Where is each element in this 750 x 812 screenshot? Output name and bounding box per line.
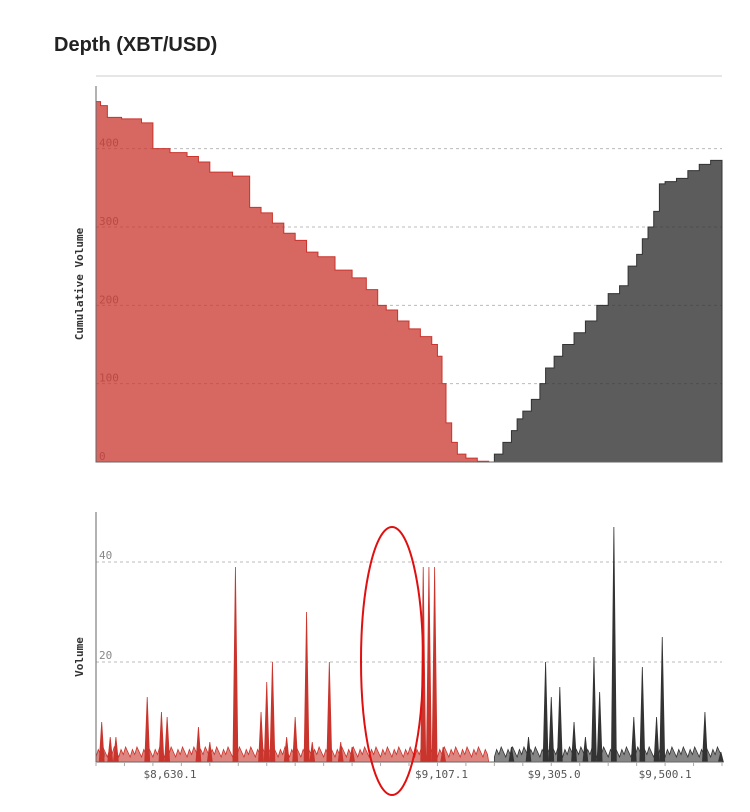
asks-area — [493, 159, 723, 463]
bids-area — [95, 101, 490, 463]
ask-volume-spike — [525, 736, 532, 763]
bid-volume-spike — [303, 611, 310, 763]
y-axis-title: Volume — [73, 637, 86, 677]
bid-volume-spike — [107, 736, 114, 763]
ask-volume-spike — [591, 656, 597, 763]
ask-volume-spike — [639, 666, 646, 763]
bid-volume-spike — [263, 681, 270, 763]
volume-panel: 02040$8,630.1$9,107.1$9,305.0$9,500.1Vol… — [73, 512, 724, 781]
bid-volume-spike — [326, 661, 333, 763]
bid-volume-spike — [158, 711, 165, 763]
x-tick-label: $9,107.1 — [415, 768, 468, 781]
bid-volume-spike — [258, 711, 264, 763]
ask-volume-spike — [556, 686, 563, 763]
y-axis-title: Cumulative Volume — [73, 227, 86, 340]
ask-volume-spike — [702, 711, 708, 763]
ask-volume-spike — [596, 691, 603, 763]
page-title: Depth (XBT/USD) — [54, 34, 218, 56]
bid-volume-spike — [98, 721, 105, 763]
annotation-circle — [360, 526, 424, 796]
bid-volume-spike — [292, 716, 299, 763]
ask-volume-spike — [548, 696, 555, 763]
bid-volume-spike — [164, 716, 171, 763]
cumulative-volume-panel: 0100200300400Cumulative Volume — [73, 75, 723, 463]
bid-volume-spike — [431, 566, 438, 763]
bid-volume-spike — [426, 566, 432, 763]
y-tick-label: 20 — [99, 649, 112, 662]
y-tick-label: 40 — [99, 549, 112, 562]
ask-volume-spike — [582, 736, 589, 763]
bid-volume-spike — [144, 696, 151, 763]
bid-volume-spike — [195, 726, 202, 763]
bid-volume-spike — [232, 566, 239, 763]
x-tick-label: $8,630.1 — [144, 768, 197, 781]
ask-volume-spike — [571, 721, 577, 763]
x-tick-label: $9,305.0 — [528, 768, 581, 781]
x-tick-label: $9,500.1 — [639, 768, 692, 781]
ask-volume-spike — [659, 636, 666, 763]
ask-volume-spike — [630, 716, 637, 763]
ask-volume-spike — [542, 661, 549, 763]
bid-volume-spike — [269, 661, 276, 763]
ask-volume-spike — [653, 716, 660, 763]
